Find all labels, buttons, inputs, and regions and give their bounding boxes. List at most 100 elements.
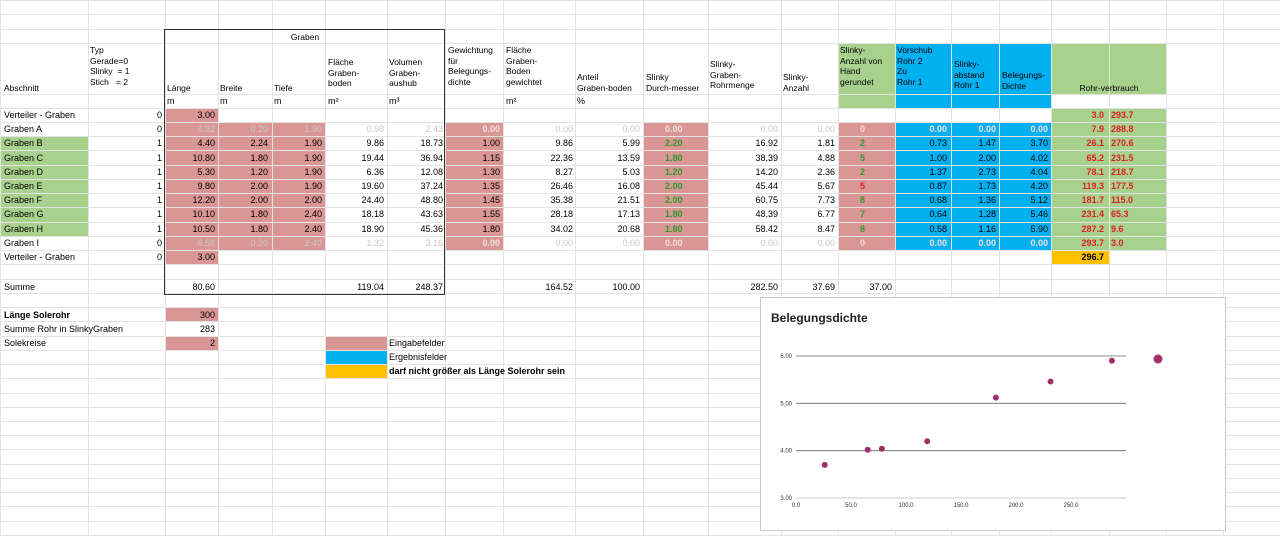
- row-laenge[interactable]: 10.10: [192, 209, 215, 220]
- row-typ[interactable]: 0: [156, 237, 162, 248]
- row-tiefe[interactable]: 2.40: [304, 223, 322, 234]
- row-menge[interactable]: 16.92: [755, 138, 778, 149]
- row-fgew[interactable]: 28.18: [550, 209, 573, 220]
- row-hand[interactable]: 2: [860, 166, 866, 177]
- row-anzahl[interactable]: 8.47: [817, 223, 835, 234]
- row-typ[interactable]: 1: [156, 138, 162, 149]
- row-laenge[interactable]: 9.80: [197, 181, 215, 191]
- row-anteil[interactable]: 13.59: [617, 152, 640, 163]
- row-breite[interactable]: 0.20: [250, 237, 268, 248]
- row-fgew[interactable]: 34.02: [550, 223, 573, 234]
- row-volumen[interactable]: 2.43: [425, 124, 443, 135]
- row-abstand[interactable]: 0.00: [978, 237, 996, 248]
- row-typ[interactable]: 1: [156, 223, 162, 234]
- row-typ[interactable]: 1: [156, 152, 162, 163]
- laenge-solerohr-input[interactable]: 300: [199, 310, 215, 320]
- row-anzahl[interactable]: 0.00: [817, 237, 835, 248]
- row-rohrverbrauch-1[interactable]: 231.4: [1081, 209, 1104, 220]
- row-flaeche[interactable]: 1.32: [366, 237, 384, 248]
- row-rohrverbrauch-1[interactable]: 181.7: [1081, 195, 1104, 206]
- row-abschnitt[interactable]: Graben D: [4, 166, 44, 177]
- row-durch[interactable]: 2.00: [665, 181, 683, 191]
- row-anzahl[interactable]: 1.81: [817, 138, 835, 149]
- row-gew[interactable]: 1.55: [482, 209, 500, 220]
- row-flaeche[interactable]: 9.86: [366, 138, 384, 149]
- row-gew[interactable]: 0.00: [482, 237, 500, 248]
- row-fgew[interactable]: 8.27: [555, 166, 573, 177]
- row-rohrverbrauch-2[interactable]: 218.7: [1111, 166, 1134, 177]
- row-hand[interactable]: 5: [860, 181, 866, 191]
- summe-flaeche[interactable]: 119.04: [357, 282, 384, 292]
- row-flaeche[interactable]: 18.18: [361, 209, 384, 220]
- row-rohrverbrauch-1[interactable]: 26.1: [1086, 138, 1104, 149]
- row-volumen[interactable]: 12.08: [420, 166, 443, 177]
- row-typ[interactable]: 1: [156, 166, 162, 177]
- row-rohrverbrauch-1[interactable]: 287.2: [1081, 223, 1104, 234]
- row-dichte[interactable]: 5.46: [1030, 209, 1048, 220]
- row-abschnitt[interactable]: Graben B: [4, 138, 43, 149]
- row-durch[interactable]: 1.80: [665, 152, 683, 163]
- row-breite[interactable]: 0.20: [250, 124, 268, 135]
- row-tiefe[interactable]: 1.90: [304, 166, 322, 177]
- row-rohrverbrauch-1[interactable]: 65.2: [1086, 152, 1104, 163]
- row-gew[interactable]: 1.45: [482, 195, 500, 206]
- row-rohrverbrauch-2[interactable]: 9.6: [1111, 223, 1124, 234]
- row-durch[interactable]: 1.80: [665, 223, 683, 234]
- row-durch[interactable]: 0.00: [665, 237, 683, 248]
- row-gew[interactable]: 1.15: [482, 152, 500, 163]
- row-menge[interactable]: 0.00: [760, 124, 778, 135]
- row-anteil[interactable]: 5.99: [622, 138, 640, 149]
- row-hand[interactable]: 8: [860, 223, 866, 234]
- row-breite[interactable]: 1.80: [250, 152, 268, 163]
- row-breite[interactable]: 2.00: [250, 181, 268, 191]
- row-durch[interactable]: 0.00: [665, 124, 683, 135]
- row-abschnitt[interactable]: Graben F: [4, 195, 43, 206]
- row-rohrverbrauch-1[interactable]: 296.7: [1081, 252, 1104, 262]
- row-gew[interactable]: 1.35: [482, 181, 500, 191]
- row-rohrverbrauch-1[interactable]: 293.7: [1081, 237, 1104, 248]
- row-rohrverbrauch-2[interactable]: 177.5: [1111, 181, 1134, 191]
- row-abschnitt[interactable]: Graben C: [4, 152, 44, 163]
- row-anzahl[interactable]: 5.67: [817, 181, 835, 191]
- row-dichte[interactable]: 0.00: [1030, 124, 1048, 135]
- row-breite[interactable]: 1.80: [250, 209, 268, 220]
- row-abschnitt[interactable]: Graben I: [4, 237, 40, 248]
- row-laenge[interactable]: 3.00: [197, 110, 215, 120]
- row-anteil[interactable]: 17.13: [617, 209, 640, 220]
- row-anzahl[interactable]: 4.88: [817, 152, 835, 163]
- row-dichte[interactable]: 0.00: [1030, 237, 1048, 248]
- row-menge[interactable]: 58.42: [755, 223, 778, 234]
- row-abschnitt[interactable]: Verteiler - Graben: [4, 252, 76, 262]
- row-anteil[interactable]: 21.51: [617, 195, 640, 206]
- row-fgew[interactable]: 0.00: [555, 237, 573, 248]
- row-tiefe[interactable]: 1.90: [304, 138, 322, 149]
- row-vorschub[interactable]: 0.64: [929, 209, 947, 220]
- row-rohrverbrauch-1[interactable]: 78.1: [1086, 166, 1104, 177]
- row-gew[interactable]: 1.00: [482, 138, 500, 149]
- row-typ[interactable]: 1: [156, 181, 162, 191]
- row-abstand[interactable]: 2.73: [978, 166, 996, 177]
- row-laenge[interactable]: 6.58: [197, 237, 215, 248]
- row-abschnitt[interactable]: Graben E: [4, 181, 43, 191]
- row-vorschub[interactable]: 0.73: [929, 138, 947, 149]
- row-fgew[interactable]: 22.36: [550, 152, 573, 163]
- row-flaeche[interactable]: 6.36: [366, 166, 384, 177]
- row-rohrverbrauch-2[interactable]: 293.7: [1111, 110, 1134, 120]
- row-volumen[interactable]: 36.94: [420, 152, 443, 163]
- row-hand[interactable]: 2: [860, 138, 866, 149]
- summe-laenge[interactable]: 80.60: [192, 282, 215, 292]
- row-flaeche[interactable]: 19.60: [361, 181, 384, 191]
- row-fgew[interactable]: 9.86: [555, 138, 573, 149]
- row-rohrverbrauch-1[interactable]: 119.3: [1081, 181, 1104, 191]
- row-typ[interactable]: 1: [156, 209, 162, 220]
- row-tiefe[interactable]: 2.00: [304, 195, 322, 206]
- row-vorschub[interactable]: 1.00: [929, 152, 947, 163]
- summe-rohrmenge[interactable]: 282.50: [750, 282, 778, 292]
- summe-anzahl-hand[interactable]: 37.00: [869, 282, 892, 292]
- row-breite[interactable]: 2.00: [250, 195, 268, 206]
- row-menge[interactable]: 38.39: [755, 152, 778, 163]
- row-abschnitt[interactable]: Graben A: [4, 124, 43, 135]
- solekreise-input[interactable]: 2: [209, 338, 215, 348]
- row-rohrverbrauch-2[interactable]: 65.3: [1111, 209, 1129, 220]
